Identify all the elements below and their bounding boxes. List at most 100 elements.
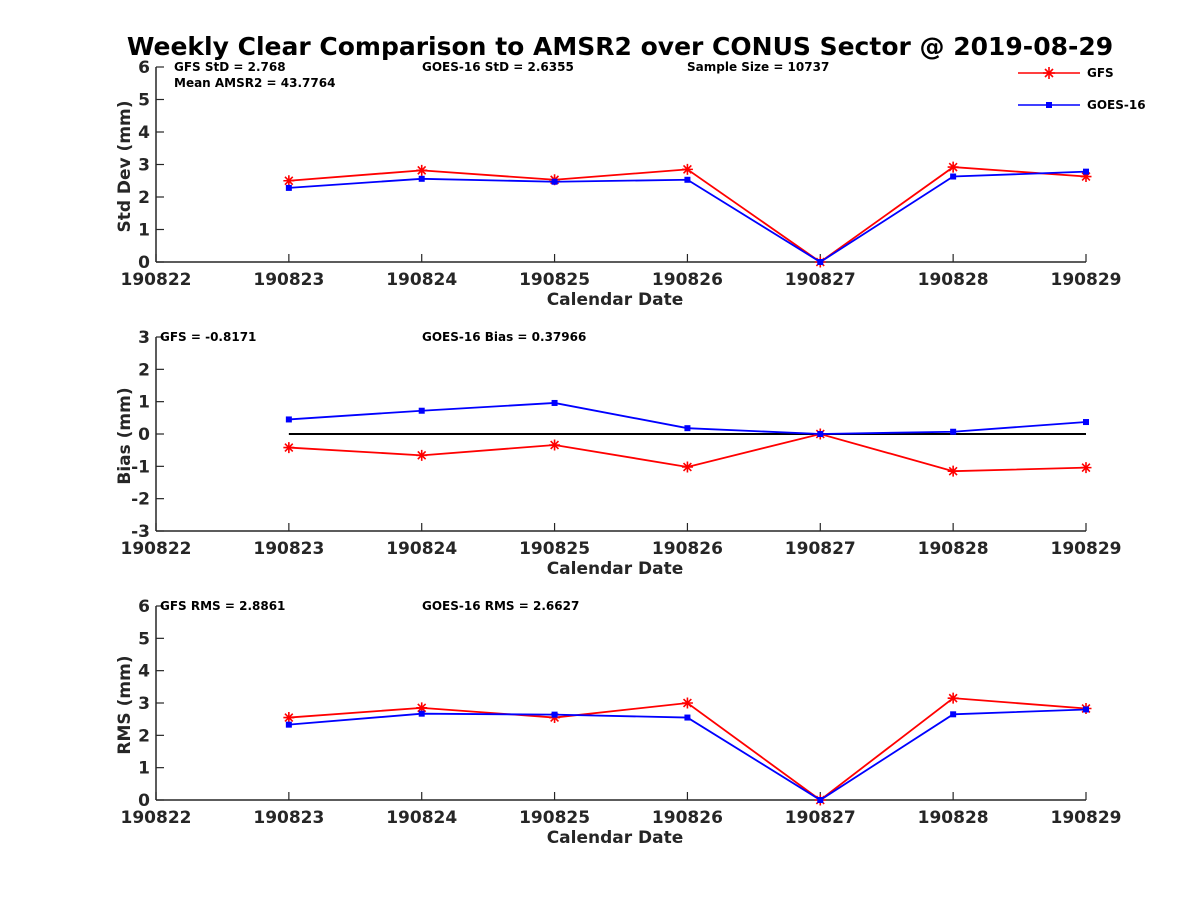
- x-tick-label: 190825: [519, 270, 590, 290]
- x-axis-label: Calendar Date: [547, 290, 684, 310]
- x-tick-label: 190822: [121, 270, 192, 290]
- stat-annotation: GFS = -0.8171: [160, 330, 256, 344]
- data-point-gfs: [947, 692, 959, 704]
- stat-annotation: Mean AMSR2 = 43.7764: [174, 76, 335, 90]
- x-tick-label: 190824: [386, 270, 457, 290]
- x-tick-label: 190823: [253, 539, 324, 559]
- data-point-goes-16: [817, 797, 824, 803]
- x-tick-label: 190829: [1051, 270, 1122, 290]
- x-tick-label: 190822: [121, 808, 192, 828]
- data-point-gfs: [947, 161, 959, 173]
- x-tick-label: 190825: [519, 539, 590, 559]
- stat-annotation: Sample Size = 10737: [687, 60, 829, 74]
- x-tick-label: 190826: [652, 808, 723, 828]
- data-point-gfs: [416, 449, 428, 461]
- data-point-goes-16: [551, 711, 558, 718]
- data-point-goes-16: [950, 173, 957, 180]
- y-tick-label: 2: [138, 360, 150, 380]
- data-point-goes-16: [817, 431, 824, 437]
- bias-panel: 190822 190823 190824 190825 190826 190827 1908…: [115, 328, 1121, 579]
- data-point-goes-16: [1083, 168, 1089, 175]
- data-point-gfs: [283, 442, 295, 454]
- stat-annotation: GOES-16 RMS = 2.6627: [422, 599, 579, 613]
- y-tick-label: 1: [138, 393, 150, 413]
- data-point-goes-16: [1083, 706, 1089, 713]
- y-axis-label: Std Dev (mm): [115, 100, 135, 232]
- y-tick-label: 2: [138, 188, 150, 208]
- data-point-goes-16: [551, 178, 558, 185]
- x-tick-label: 190827: [785, 808, 856, 828]
- y-tick-label: 4: [138, 662, 150, 682]
- data-point-gfs: [681, 697, 693, 709]
- data-point-gfs: [283, 712, 295, 724]
- data-point-gfs: [681, 461, 693, 473]
- data-point-goes-16: [1083, 419, 1089, 426]
- x-tick-label: 190828: [918, 808, 989, 828]
- stat-annotation: GOES-16 StD = 2.6355: [422, 60, 574, 74]
- stat-annotation: GFS StD = 2.768: [174, 60, 286, 74]
- data-point-gfs: [681, 163, 693, 175]
- data-point-goes-16: [950, 711, 957, 718]
- y-tick-label: 4: [138, 123, 150, 143]
- y-tick-label: 3: [138, 694, 150, 714]
- y-tick-label: 0: [138, 253, 150, 273]
- rms-panel: 190822 190823 190824 190825 190826 190827 1908…: [115, 597, 1121, 848]
- x-tick-label: 190823: [253, 808, 324, 828]
- data-point-gfs: [1080, 171, 1092, 183]
- data-point-goes-16: [817, 259, 824, 265]
- legend: GFS GOES-16: [1018, 66, 1146, 112]
- x-tick-label: 190822: [121, 539, 192, 559]
- y-tick-label: 1: [138, 221, 150, 241]
- std-dev-panel: 190822 190823 190824 190825 190826 190827 1908…: [115, 58, 1121, 310]
- x-axis-label: Calendar Date: [547, 828, 684, 848]
- y-axis-label: Bias (mm): [115, 387, 135, 484]
- x-tick-label: 190825: [519, 808, 590, 828]
- data-point-gfs: [549, 439, 561, 451]
- x-tick-label: 190827: [785, 270, 856, 290]
- y-tick-label: 5: [138, 629, 150, 649]
- x-tick-label: 190824: [386, 539, 457, 559]
- data-point-goes-16: [418, 175, 425, 182]
- data-point-gfs: [416, 164, 428, 176]
- y-tick-label: 6: [138, 58, 150, 78]
- y-tick-label: -3: [131, 522, 150, 542]
- data-point-gfs: [1080, 462, 1092, 474]
- y-tick-label: 6: [138, 597, 150, 617]
- x-tick-label: 190828: [918, 539, 989, 559]
- data-point-goes-16: [285, 721, 292, 728]
- x-tick-label: 190824: [386, 808, 457, 828]
- y-tick-label: 5: [138, 91, 150, 111]
- data-point-goes-16: [285, 416, 292, 423]
- y-axis-label: RMS (mm): [115, 655, 135, 754]
- x-axis-label: Calendar Date: [547, 559, 684, 579]
- y-tick-label: 3: [138, 156, 150, 176]
- x-tick-label: 190827: [785, 539, 856, 559]
- data-point-goes-16: [418, 407, 425, 414]
- y-tick-label: 0: [138, 791, 150, 811]
- legend-marker-gfs: [1043, 67, 1055, 79]
- x-tick-label: 190826: [652, 270, 723, 290]
- x-tick-label: 190829: [1051, 808, 1122, 828]
- y-tick-label: -2: [131, 490, 150, 510]
- data-point-goes-16: [684, 176, 691, 183]
- data-point-goes-16: [285, 184, 292, 191]
- x-tick-label: 190829: [1051, 539, 1122, 559]
- data-point-gfs: [947, 465, 959, 477]
- x-tick-label: 190828: [918, 270, 989, 290]
- data-point-gfs: [416, 702, 428, 714]
- y-tick-label: -1: [131, 457, 150, 477]
- stat-annotation: GOES-16 Bias = 0.37966: [422, 330, 586, 344]
- x-tick-label: 190826: [652, 539, 723, 559]
- stat-annotation: GFS RMS = 2.8861: [160, 599, 285, 613]
- y-tick-label: 1: [138, 759, 150, 779]
- data-point-gfs: [283, 175, 295, 187]
- y-tick-label: 0: [138, 425, 150, 445]
- figure-title: Weekly Clear Comparison to AMSR2 over CO…: [127, 32, 1113, 61]
- legend-label-goes16: GOES-16: [1087, 98, 1146, 112]
- y-tick-label: 2: [138, 726, 150, 746]
- legend-label-gfs: GFS: [1087, 66, 1114, 80]
- data-point-goes-16: [418, 710, 425, 717]
- data-point-goes-16: [684, 714, 691, 721]
